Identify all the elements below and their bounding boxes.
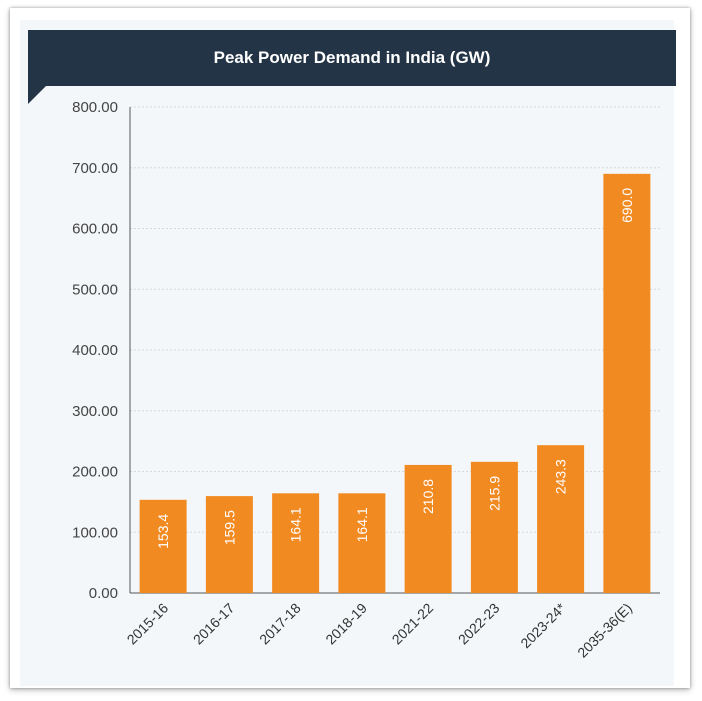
bar-value-label: 690.0 [619,188,635,223]
bar [404,464,452,593]
x-category-label: 2022-23 [455,600,503,648]
y-tick-label: 800.00 [72,99,118,116]
bar-value-label: 159.5 [221,510,237,545]
bar-value-label: 164.1 [288,507,304,542]
x-category-label: 2021-22 [389,600,437,648]
y-tick-label: 700.00 [72,160,118,177]
chart-title: Peak Power Demand in India (GW) [213,48,491,67]
x-category-label: 2017-18 [256,600,304,648]
bar [537,445,585,593]
x-category-label: 2035-36(E) [574,600,635,661]
bar [603,173,651,593]
header-fold-corner [28,86,46,104]
bar [470,461,518,593]
bar-value-label: 215.9 [486,476,502,511]
bar [338,493,386,593]
x-category-label: 2016-17 [190,600,238,648]
bar-value-label: 210.8 [420,479,436,514]
y-tick-label: 0.00 [89,585,118,602]
bar-value-label: 153.4 [155,514,171,549]
y-tick-label: 500.00 [72,281,118,298]
y-tick-label: 100.00 [72,524,118,541]
bar-value-label: 243.3 [553,459,569,494]
bar [272,493,320,593]
bar [205,496,253,593]
bar-value-label: 164.1 [354,507,370,542]
x-category-label: 2015-16 [124,600,172,648]
bar [139,499,187,593]
y-tick-label: 300.00 [72,403,118,420]
y-tick-label: 600.00 [72,221,118,238]
chart-header: Peak Power Demand in India (GW) [28,30,676,86]
x-category-label: 2018-19 [322,600,370,648]
y-tick-label: 400.00 [72,342,118,359]
x-category-label: 2023-24* [517,599,569,651]
y-tick-label: 200.00 [72,464,118,481]
